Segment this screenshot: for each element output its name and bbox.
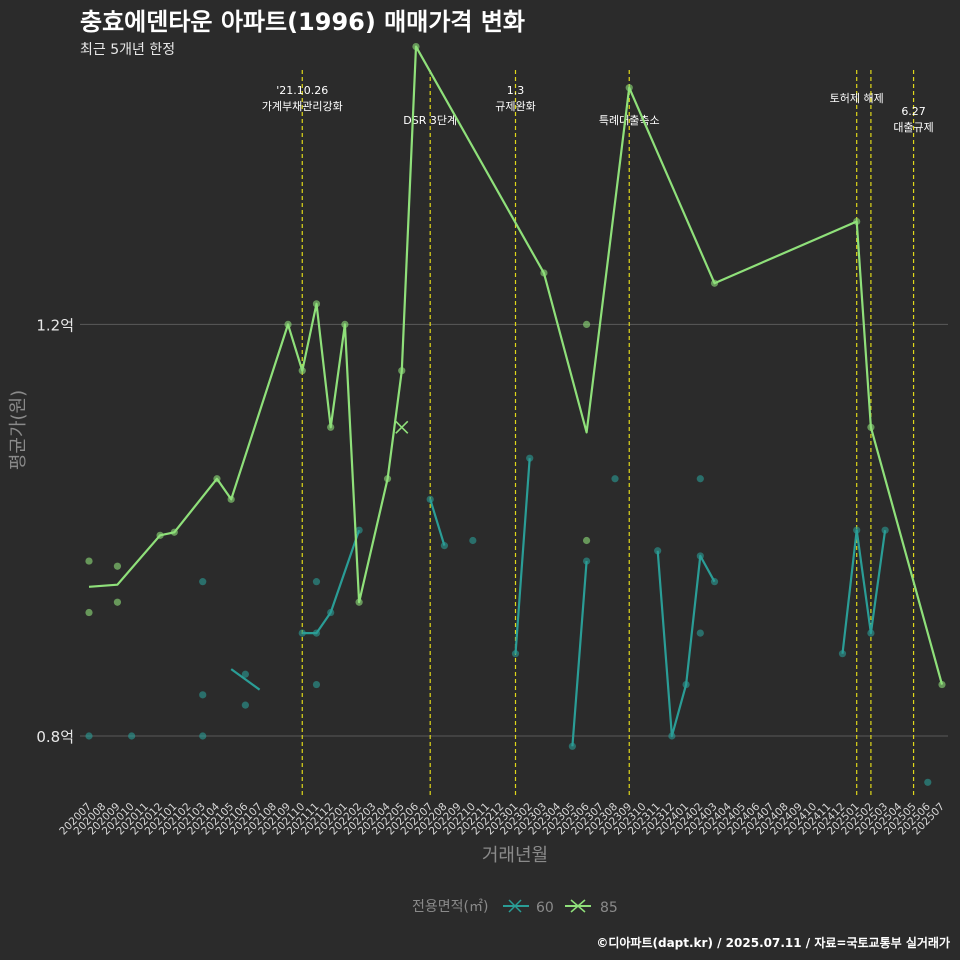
data-point-60	[582, 557, 591, 565]
data-point-60	[440, 542, 449, 550]
legend-key-85	[565, 899, 591, 913]
event-label: DSR 3단계	[403, 114, 457, 127]
series-line-85	[88, 45, 944, 685]
data-point-60	[241, 701, 249, 709]
x-axis-label: 거래년월	[482, 845, 548, 866]
event-label: '21.10.26	[276, 84, 328, 97]
y-tick-label: 1.2억	[36, 316, 74, 334]
data-point-85	[85, 608, 93, 617]
legend-key-60	[503, 899, 529, 913]
event-label: 특례대출축소	[599, 114, 660, 127]
data-point-85	[582, 536, 591, 545]
chart-subtitle: 최근 5개년 한정	[80, 42, 175, 58]
series-layer	[85, 42, 946, 786]
series-line-60	[230, 458, 887, 747]
grid-layer	[80, 323, 948, 737]
data-point-85	[85, 557, 93, 565]
legend-title: 전용면적(㎡)	[412, 899, 488, 915]
legend-label-85: 85	[600, 900, 618, 916]
data-point-60	[241, 670, 249, 678]
data-point-60	[199, 691, 207, 699]
legend: 전용면적(㎡) 60 85	[412, 899, 618, 916]
data-point-85	[113, 598, 122, 606]
cross-marker-85	[395, 420, 409, 434]
data-point-60	[298, 629, 306, 637]
cross-stroke	[395, 420, 409, 434]
data-point-60	[199, 732, 207, 740]
footer-credit: ©디아파트(dapt.kr) / 2025.07.11 / 자료=국토교통부 실…	[596, 935, 950, 950]
axis-layer: 0.8억1.2억1.6억2억20200720200820200920201020…	[36, 316, 947, 837]
event-label: 6.27	[901, 105, 926, 118]
legend-label-60: 60	[536, 900, 554, 916]
event-label: 가계부채관리강화	[262, 100, 343, 113]
data-point-60	[199, 578, 207, 586]
data-point-60	[696, 475, 704, 483]
data-point-60	[611, 475, 619, 483]
data-point-60	[128, 732, 136, 740]
data-point-85	[113, 562, 122, 570]
y-tick-label: 0.8억	[36, 728, 74, 746]
chart-title: 충효에덴타운 아파트(1996) 매매가격 변화	[80, 8, 525, 36]
data-point-60	[881, 526, 889, 534]
data-point-60	[312, 578, 321, 586]
event-label: 1.3	[507, 84, 525, 97]
data-point-60	[469, 536, 477, 545]
data-point-60	[526, 454, 534, 462]
y-axis-label: 평균가(원)	[8, 390, 29, 470]
event-label: 대출규제	[893, 121, 933, 134]
data-point-60	[924, 778, 932, 786]
data-point-60	[696, 629, 704, 637]
data-point-60	[654, 547, 662, 555]
data-point-60	[85, 732, 93, 740]
event-label: 규제완화	[495, 100, 535, 113]
data-point-85	[582, 320, 591, 328]
data-point-60	[312, 680, 321, 689]
event-label: 토허제 해제	[830, 91, 884, 105]
